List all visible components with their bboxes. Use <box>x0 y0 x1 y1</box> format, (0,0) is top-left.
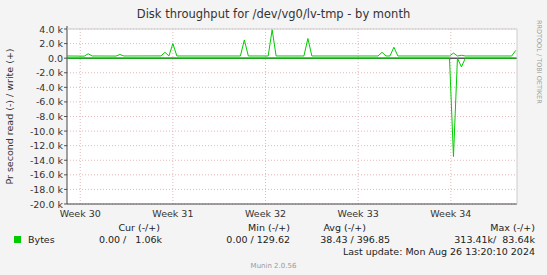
x-tick-label: Week 30 <box>60 208 101 219</box>
plot-border <box>67 29 517 30</box>
y-grid-line <box>67 116 517 117</box>
watermark: RRDTOOL / TOBI OETIKER <box>535 20 543 104</box>
stats-value: 313.41k/ 83.64k <box>454 234 535 245</box>
y-tick-label: -14.0 k <box>30 155 64 166</box>
plot-border <box>517 29 518 204</box>
background <box>0 0 547 275</box>
y-tick-label: -10.0 k <box>30 126 64 137</box>
y-grid-line <box>67 101 517 102</box>
stats-header: Max (-/+) <box>490 222 535 233</box>
series-line <box>67 30 516 56</box>
y-grid-line <box>67 174 517 175</box>
series-group <box>67 30 516 157</box>
y-grid-line <box>67 189 517 190</box>
x-grid-line <box>172 29 173 204</box>
x-grid-line <box>265 29 266 204</box>
stats-value: 0.00 / 1.06k <box>99 234 163 245</box>
x-grid-line <box>358 29 359 204</box>
y-tick-label: -12.0 k <box>30 140 64 151</box>
y-tick-label: 0.0 <box>48 53 63 64</box>
y-grid-line <box>67 43 517 44</box>
y-grid-line <box>67 87 517 88</box>
stats-value: 0.00 / 129.62 <box>226 234 290 245</box>
y-axis <box>67 26 68 204</box>
y-grid-line <box>67 145 517 146</box>
y-tick-label: -16.0 k <box>30 169 64 180</box>
stats-header: Avg (-/+) <box>323 222 366 233</box>
y-tick-label: -18.0 k <box>30 184 64 195</box>
plot-area <box>67 29 517 204</box>
x-tick-label: Week 32 <box>245 208 286 219</box>
last-update: Last update: Mon Aug 26 13:20:10 2024 <box>343 246 535 257</box>
legend-swatch <box>14 236 21 243</box>
y-tick-label: 2.0 k <box>39 38 63 49</box>
x-grid-line <box>80 29 81 204</box>
y-tick-label: -2.0 k <box>36 67 64 78</box>
y-tick-label: -6.0 k <box>36 96 64 107</box>
y-grid-line <box>67 29 517 30</box>
x-tick-label: Week 33 <box>338 208 379 219</box>
title: Disk throughput for /dev/vg0/lv-tmp - by… <box>137 7 410 21</box>
legend-label: Bytes <box>28 234 55 245</box>
y-grid-line <box>67 204 517 205</box>
stats-header: Cur (-/+) <box>118 222 160 233</box>
series-line <box>67 58 516 156</box>
y-axis-label: Pr second read (-) / write (+) <box>4 48 15 184</box>
y-tick-label: -4.0 k <box>36 82 64 93</box>
x-tick-label: Week 31 <box>152 208 193 219</box>
y-tick-label: 4.0 k <box>39 24 63 35</box>
x-tick-label: Week 34 <box>430 208 471 219</box>
y-grid-line <box>67 131 517 132</box>
stats-header: Min (-/+) <box>248 222 290 233</box>
x-axis <box>67 204 517 205</box>
chart: Disk throughput for /dev/vg0/lv-tmp - by… <box>0 0 547 275</box>
y-tick-label: -20.0 k <box>30 199 64 210</box>
stats-value: 38.43 / 396.85 <box>320 234 390 245</box>
credit: Munin 2.0.56 <box>251 262 297 270</box>
y-grid-line <box>67 160 517 161</box>
y-tick-label: -8.0 k <box>36 111 64 122</box>
y-grid-line <box>67 72 517 73</box>
